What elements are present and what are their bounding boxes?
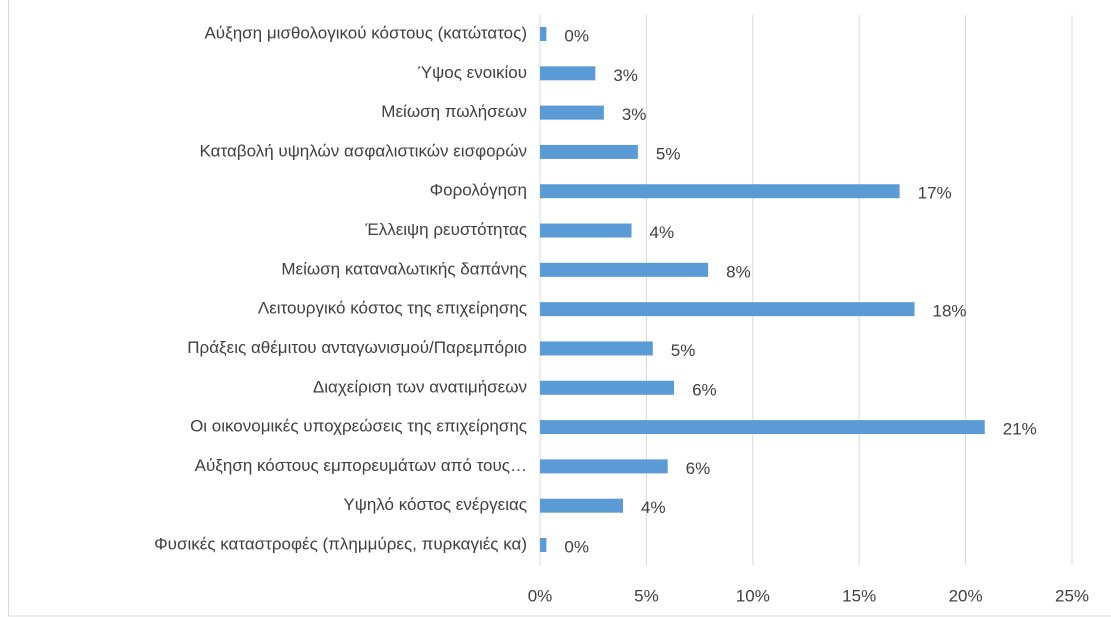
x-tick-label: 25% <box>1055 586 1089 605</box>
chart-frame <box>8 0 1111 617</box>
y-tick-label: Έλλειψη ρευστότητας <box>364 220 527 239</box>
bar <box>540 459 668 474</box>
data-label: 6% <box>692 380 717 399</box>
y-tick-label: Μείωση καταναλωτικής δαπάνης <box>281 259 527 278</box>
y-tick-label: Λειτουργικό κόστος της επιχείρησης <box>258 299 527 318</box>
bar <box>540 498 623 513</box>
x-tick-label: 15% <box>842 586 876 605</box>
y-tick-label: Αύξηση μισθολογικού κόστους (κατώτατος) <box>204 23 527 42</box>
data-label: 8% <box>726 262 751 281</box>
data-label: 0% <box>564 537 589 556</box>
bar <box>540 420 985 435</box>
y-tick-label: Οι οικονομικές υποχρεώσεις της επιχείρησ… <box>190 417 527 436</box>
data-label: 4% <box>650 223 675 242</box>
data-label: 21% <box>1003 420 1037 439</box>
bar <box>540 262 709 277</box>
bar <box>540 144 638 159</box>
bar <box>540 538 547 552</box>
bar <box>540 380 675 395</box>
bar <box>540 223 632 238</box>
bar <box>540 302 915 317</box>
data-label: 5% <box>656 144 681 163</box>
y-tick-label: Διαχείριση των ανατιμήσεων <box>313 377 527 396</box>
data-label: 5% <box>671 341 696 360</box>
bar <box>540 66 596 81</box>
y-tick-label: Ύψος ενοικίου <box>418 63 527 82</box>
bar <box>540 184 900 199</box>
bar <box>540 341 653 356</box>
data-label: 6% <box>686 459 711 478</box>
data-label: 3% <box>613 66 638 85</box>
y-tick-label: Αύξηση κόστους εμπορευμάτων από τους… <box>195 456 527 475</box>
y-tick-label: Φορολόγηση <box>430 181 527 200</box>
data-label: 18% <box>933 302 967 321</box>
bar <box>540 27 547 41</box>
data-label: 0% <box>564 26 589 45</box>
y-tick-label: Μείωση πωλήσεων <box>381 102 527 121</box>
x-tick-label: 10% <box>736 586 770 605</box>
y-tick-label: Καταβολή υψηλών ασφαλιστικών εισφορών <box>200 141 527 160</box>
x-tick-label: 5% <box>634 586 659 605</box>
x-tick-label: 20% <box>949 586 983 605</box>
y-tick-label: Φυσικές καταστροφές (πλημμύρες, πυρκαγιέ… <box>154 534 527 553</box>
x-tick-label: 0% <box>528 586 553 605</box>
data-label: 17% <box>918 184 952 203</box>
bar <box>540 105 604 120</box>
y-tick-label: Υψηλό κόστος ενέργειας <box>343 495 527 514</box>
data-label: 3% <box>622 105 647 124</box>
data-label: 4% <box>641 498 666 517</box>
y-tick-label: Πράξεις αθέμιτου ανταγωνισμού/Παρεμπόριο <box>187 338 527 357</box>
